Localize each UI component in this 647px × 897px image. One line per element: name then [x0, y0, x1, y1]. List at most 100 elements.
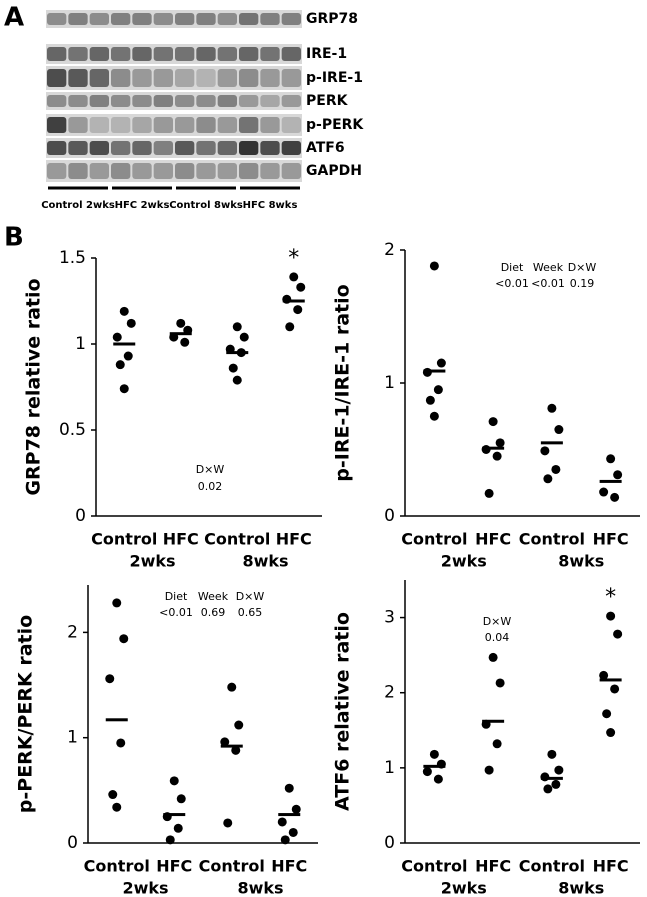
band: [89, 13, 109, 25]
data-point: [112, 332, 122, 342]
band-label: PERK: [306, 93, 349, 109]
group-label: 8wks: [242, 552, 288, 571]
significance-marker: *: [605, 585, 616, 610]
data-point: [495, 438, 505, 448]
data-point: [540, 446, 550, 456]
band: [260, 95, 280, 107]
band: [281, 69, 301, 87]
band: [281, 47, 301, 61]
data-point: [115, 360, 125, 370]
band: [217, 163, 237, 179]
x-tick-label: HFC: [593, 530, 629, 549]
band: [89, 163, 109, 179]
band: [68, 95, 88, 107]
band: [239, 95, 259, 107]
band: [132, 163, 152, 179]
blot-strip: [46, 92, 302, 110]
band: [196, 163, 216, 179]
data-point: [232, 375, 242, 385]
stats-value: 0.04: [485, 631, 510, 644]
mean-bar: [482, 719, 505, 723]
data-point: [176, 318, 186, 328]
band: [111, 95, 131, 107]
y-tick-label: 0: [67, 833, 78, 853]
band: [175, 141, 195, 155]
band-label: ATF6: [306, 140, 345, 156]
stats-header: D×W: [483, 615, 512, 628]
blot-strip: [46, 44, 302, 64]
stats-value: <0.01: [495, 277, 529, 290]
panel-label: B: [4, 223, 24, 253]
band: [239, 13, 259, 25]
data-point: [173, 823, 183, 833]
data-point: [492, 451, 502, 461]
data-point: [599, 670, 609, 680]
stats-header: Week: [533, 261, 564, 274]
data-point: [551, 464, 561, 474]
lane-group-label: Control 2wks: [41, 200, 115, 211]
data-point: [291, 804, 301, 814]
band: [260, 117, 280, 133]
band: [175, 95, 195, 107]
y-axis-label: GRP78 relative ratio: [23, 278, 45, 495]
band: [217, 47, 237, 61]
band-label: p-IRE-1: [306, 70, 363, 86]
band: [239, 163, 259, 179]
band: [111, 13, 131, 25]
data-point: [289, 272, 299, 282]
data-point: [227, 682, 237, 692]
mean-bar: [423, 764, 446, 768]
band: [132, 141, 152, 155]
x-tick-label: Control: [401, 530, 467, 549]
data-point: [165, 835, 175, 845]
stats-value: 0.02: [198, 480, 223, 493]
band: [217, 141, 237, 155]
mean-bar: [220, 744, 243, 748]
band: [196, 95, 216, 107]
band: [111, 47, 131, 61]
mean-bar: [226, 351, 249, 355]
data-point: [429, 261, 439, 271]
stats-value: <0.01: [531, 277, 565, 290]
band: [175, 13, 195, 25]
mean-bar: [540, 776, 563, 780]
data-point: [293, 305, 303, 315]
lane-group-label: Control 8wks: [169, 200, 243, 211]
data-point: [613, 470, 623, 480]
data-point: [223, 818, 233, 828]
data-point: [234, 720, 244, 730]
band: [281, 141, 301, 155]
y-tick-label: 0: [75, 506, 86, 526]
data-point: [116, 738, 126, 748]
band: [153, 13, 173, 25]
band: [132, 47, 152, 61]
data-point: [547, 749, 557, 759]
band: [260, 13, 280, 25]
lane-group-label: HFC 8wks: [243, 200, 298, 211]
stats-header: Diet: [501, 261, 524, 274]
data-point: [606, 728, 616, 738]
stats-header: D×W: [196, 463, 225, 476]
band: [175, 47, 195, 61]
stats-value: 0.19: [570, 277, 595, 290]
y-tick-label: 3: [384, 608, 395, 628]
band: [281, 95, 301, 107]
x-tick-label: Control: [401, 857, 467, 876]
band: [260, 47, 280, 61]
data-point: [554, 425, 564, 435]
band: [111, 69, 131, 87]
band: [281, 163, 301, 179]
mean-bar: [482, 446, 505, 450]
band: [196, 47, 216, 61]
stats-value: 0.65: [238, 606, 263, 619]
group-label: 2wks: [441, 552, 487, 571]
band: [89, 117, 109, 133]
band: [89, 69, 109, 87]
y-tick-label: 0.5: [59, 420, 86, 440]
band-label: IRE-1: [306, 46, 347, 62]
band: [153, 117, 173, 133]
band-label: p-PERK: [306, 117, 364, 133]
band: [68, 141, 88, 155]
x-tick-label: HFC: [475, 857, 511, 876]
band: [196, 141, 216, 155]
